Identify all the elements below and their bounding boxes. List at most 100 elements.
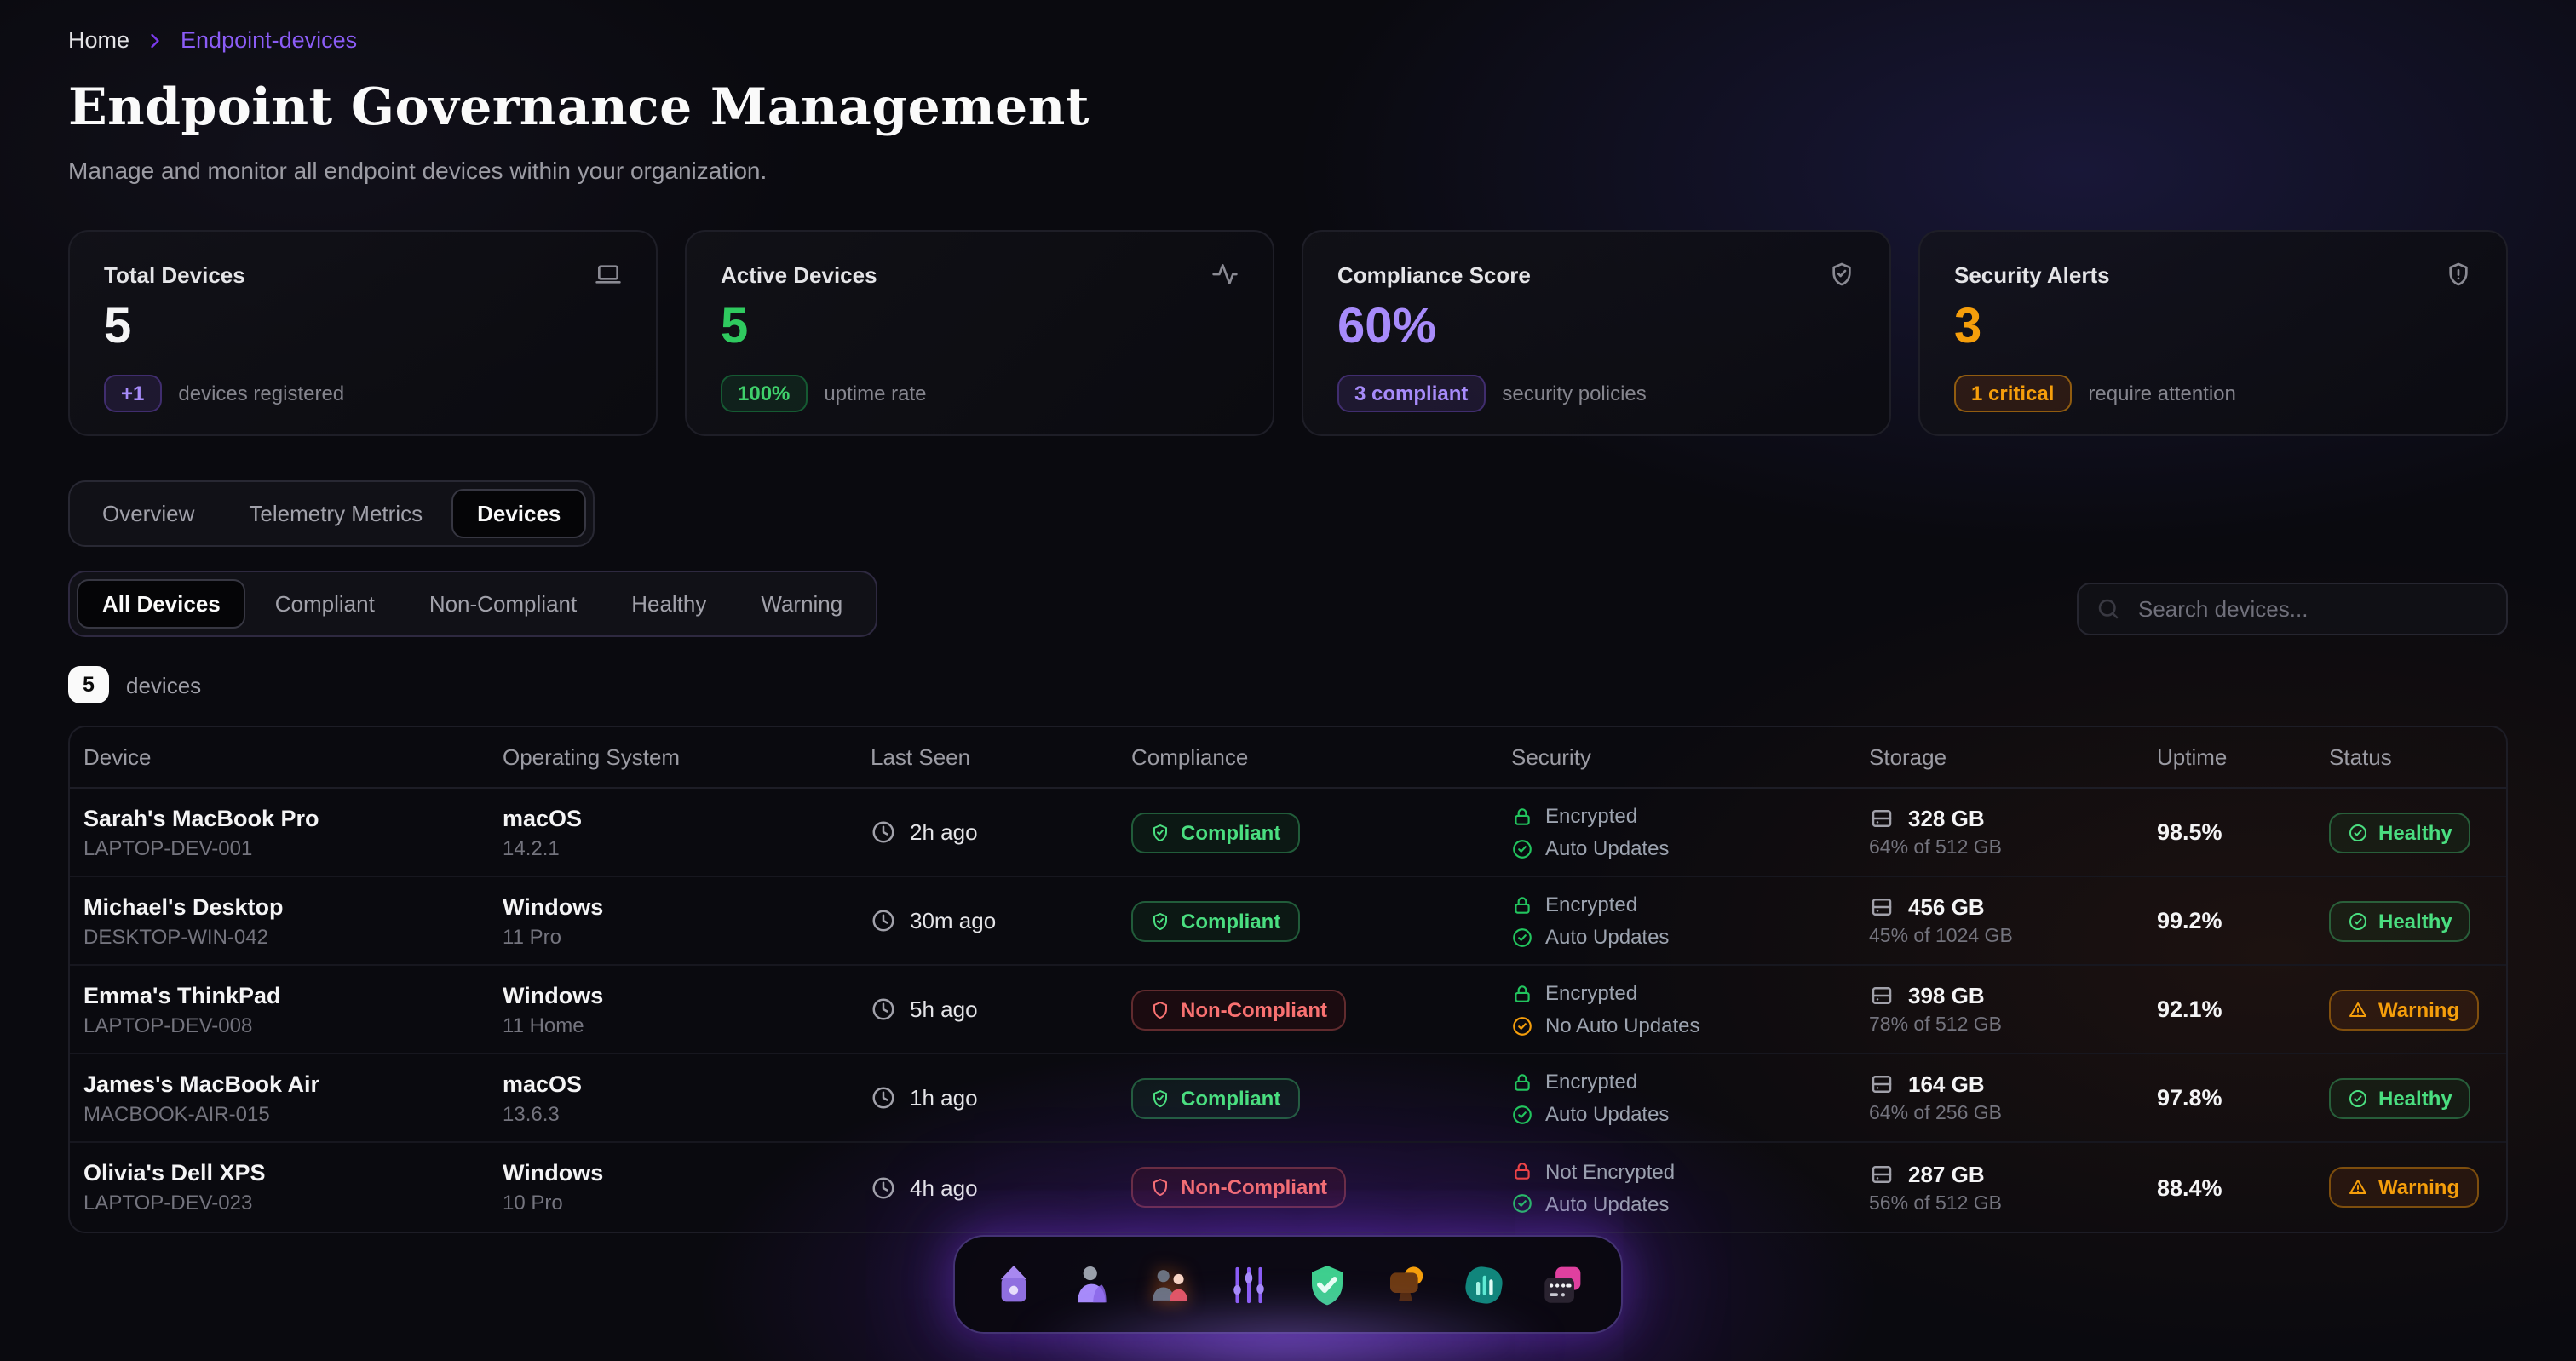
table-row[interactable]: Michael's Desktop DESKTOP-WIN-042 Windows…: [70, 877, 2506, 966]
dock-users-icon[interactable]: [1137, 1247, 1204, 1322]
user-icon: [1078, 1265, 1107, 1302]
dock-monitor-icon[interactable]: [1372, 1247, 1439, 1322]
card-badge: 3 compliant: [1337, 375, 1486, 412]
updates-status: Auto Updates: [1545, 1192, 1670, 1215]
encryption-status: Encrypted: [1545, 804, 1638, 828]
storage-value: 164 GB: [1908, 1071, 1985, 1097]
uptime-value: 97.8%: [2157, 1085, 2222, 1111]
check-circle-icon: [1513, 1016, 1532, 1035]
card-value: 5: [104, 300, 132, 354]
check-circle-icon: [2349, 1089, 2366, 1106]
hard-drive-icon: [1872, 987, 1892, 1004]
tab-overview[interactable]: Overview: [77, 489, 220, 538]
card-label: Compliance Score: [1337, 261, 1531, 287]
column-header-storage: Storage: [1869, 744, 1947, 770]
stat-card-total-devices: Total Devices 5 +1 devices registered: [68, 230, 658, 436]
triangle-alert-icon: [2349, 1002, 2366, 1016]
chevron-right-icon: [151, 32, 159, 48]
table-row[interactable]: Olivia's Dell XPS LAPTOP-DEV-023 Windows 1…: [70, 1143, 2506, 1232]
updates-status: No Auto Updates: [1545, 1014, 1700, 1037]
card-value: 3: [1954, 300, 1982, 354]
card-value: 5: [721, 300, 749, 354]
status-badge: Healthy: [2329, 1077, 2471, 1118]
card-label: Total Devices: [104, 261, 245, 287]
hard-drive-icon: [1872, 1076, 1892, 1093]
storage-value: 398 GB: [1908, 983, 1985, 1008]
uptime-value: 98.5%: [2157, 819, 2222, 845]
uptime-value: 88.4%: [2157, 1174, 2222, 1200]
storage-value: 328 GB: [1908, 806, 1985, 831]
shield-icon: [1153, 1179, 1167, 1196]
check-circle-icon: [1513, 1105, 1532, 1123]
shield-check-icon: [1312, 1265, 1343, 1305]
device-count-label: devices: [126, 672, 202, 698]
status-badge: Warning: [2329, 1167, 2479, 1208]
shield-check-icon: [1832, 262, 1851, 286]
dock-sliders-icon[interactable]: [1216, 1247, 1282, 1322]
shield-check-icon: [1153, 1089, 1167, 1106]
shield-check-icon: [1153, 824, 1167, 841]
card-label: Security Alerts: [1954, 261, 2110, 287]
filter-compliant[interactable]: Compliant: [250, 579, 400, 629]
dock-analytics-icon[interactable]: [1451, 1247, 1517, 1322]
status-badge: Healthy: [2329, 812, 2471, 853]
search-input[interactable]: [2135, 594, 2489, 623]
tab-devices[interactable]: Devices: [451, 489, 587, 538]
dock-user-icon[interactable]: [1059, 1247, 1125, 1322]
clock-icon: [872, 1087, 894, 1109]
filter-warning[interactable]: Warning: [735, 579, 868, 629]
compliance-badge: Compliant: [1131, 1077, 1300, 1118]
device-name: Michael's Desktop: [83, 893, 284, 919]
card-badge: 100%: [721, 375, 808, 412]
device-id: LAPTOP-DEV-023: [83, 1191, 253, 1215]
search-icon: [2098, 599, 2119, 619]
lock-icon: [1515, 896, 1530, 913]
device-count: 5 devices: [68, 666, 2508, 703]
dock-shield-icon[interactable]: [1294, 1247, 1360, 1322]
device-os: macOS: [503, 805, 583, 830]
breadcrumb-home-link[interactable]: Home: [68, 27, 130, 53]
status-badge: Warning: [2329, 989, 2479, 1030]
card-badge: 1 critical: [1954, 375, 2072, 412]
tab-bar: Overview Telemetry Metrics Devices: [68, 480, 595, 547]
device-name: Emma's ThinkPad: [83, 982, 281, 1008]
device-name: James's MacBook Air: [83, 1071, 320, 1096]
column-header-status: Status: [2329, 744, 2392, 770]
device-os: Windows: [503, 1160, 604, 1186]
clock-icon: [872, 998, 894, 1020]
updates-status: Auto Updates: [1545, 836, 1670, 860]
dock-home-icon[interactable]: [980, 1247, 1047, 1322]
monitor-icon: [1390, 1266, 1423, 1301]
compliance-badge: Non-Compliant: [1131, 1167, 1346, 1208]
device-os-version: 11 Pro: [503, 924, 561, 948]
clock-icon: [872, 821, 894, 843]
device-os-version: 10 Pro: [503, 1191, 563, 1215]
device-name: Sarah's MacBook Pro: [83, 805, 319, 830]
filter-healthy[interactable]: Healthy: [606, 579, 732, 629]
check-circle-icon: [2349, 824, 2366, 841]
storage-detail: 45% of 1024 GB: [1869, 927, 2013, 947]
device-id: LAPTOP-DEV-001: [83, 836, 253, 859]
devices-table: Device Operating System Last Seen Compli…: [68, 726, 2508, 1233]
dock-cards-icon[interactable]: [1529, 1247, 1596, 1322]
column-header-last-seen: Last Seen: [871, 744, 971, 770]
storage-detail: 64% of 256 GB: [1869, 1104, 2002, 1124]
filter-non-compliant[interactable]: Non-Compliant: [404, 579, 602, 629]
table-row[interactable]: James's MacBook Air MACBOOK-AIR-015 macOS…: [70, 1054, 2506, 1143]
home-icon: [1000, 1265, 1027, 1301]
device-count-badge: 5: [68, 666, 109, 703]
shield-alert-icon: [2449, 262, 2468, 286]
table-row[interactable]: Emma's ThinkPad LAPTOP-DEV-008 Windows 11 …: [70, 966, 2506, 1054]
check-circle-icon: [2349, 912, 2366, 929]
storage-value: 287 GB: [1908, 1161, 1985, 1186]
filter-all-devices[interactable]: All Devices: [77, 579, 246, 629]
page-subtitle: Manage and monitor all endpoint devices …: [68, 157, 768, 184]
updates-status: Auto Updates: [1545, 925, 1670, 949]
tab-telemetry-metrics[interactable]: Telemetry Metrics: [223, 489, 448, 538]
hard-drive-icon: [1872, 1165, 1892, 1182]
breadcrumb-current: Endpoint-devices: [181, 27, 358, 53]
table-row[interactable]: Sarah's MacBook Pro LAPTOP-DEV-001 macOS 1…: [70, 789, 2506, 877]
card-caption: devices registered: [178, 382, 345, 405]
card-caption: require attention: [2088, 382, 2236, 405]
stat-card-security-alerts: Security Alerts 3 1 critical require att…: [1918, 230, 2508, 436]
